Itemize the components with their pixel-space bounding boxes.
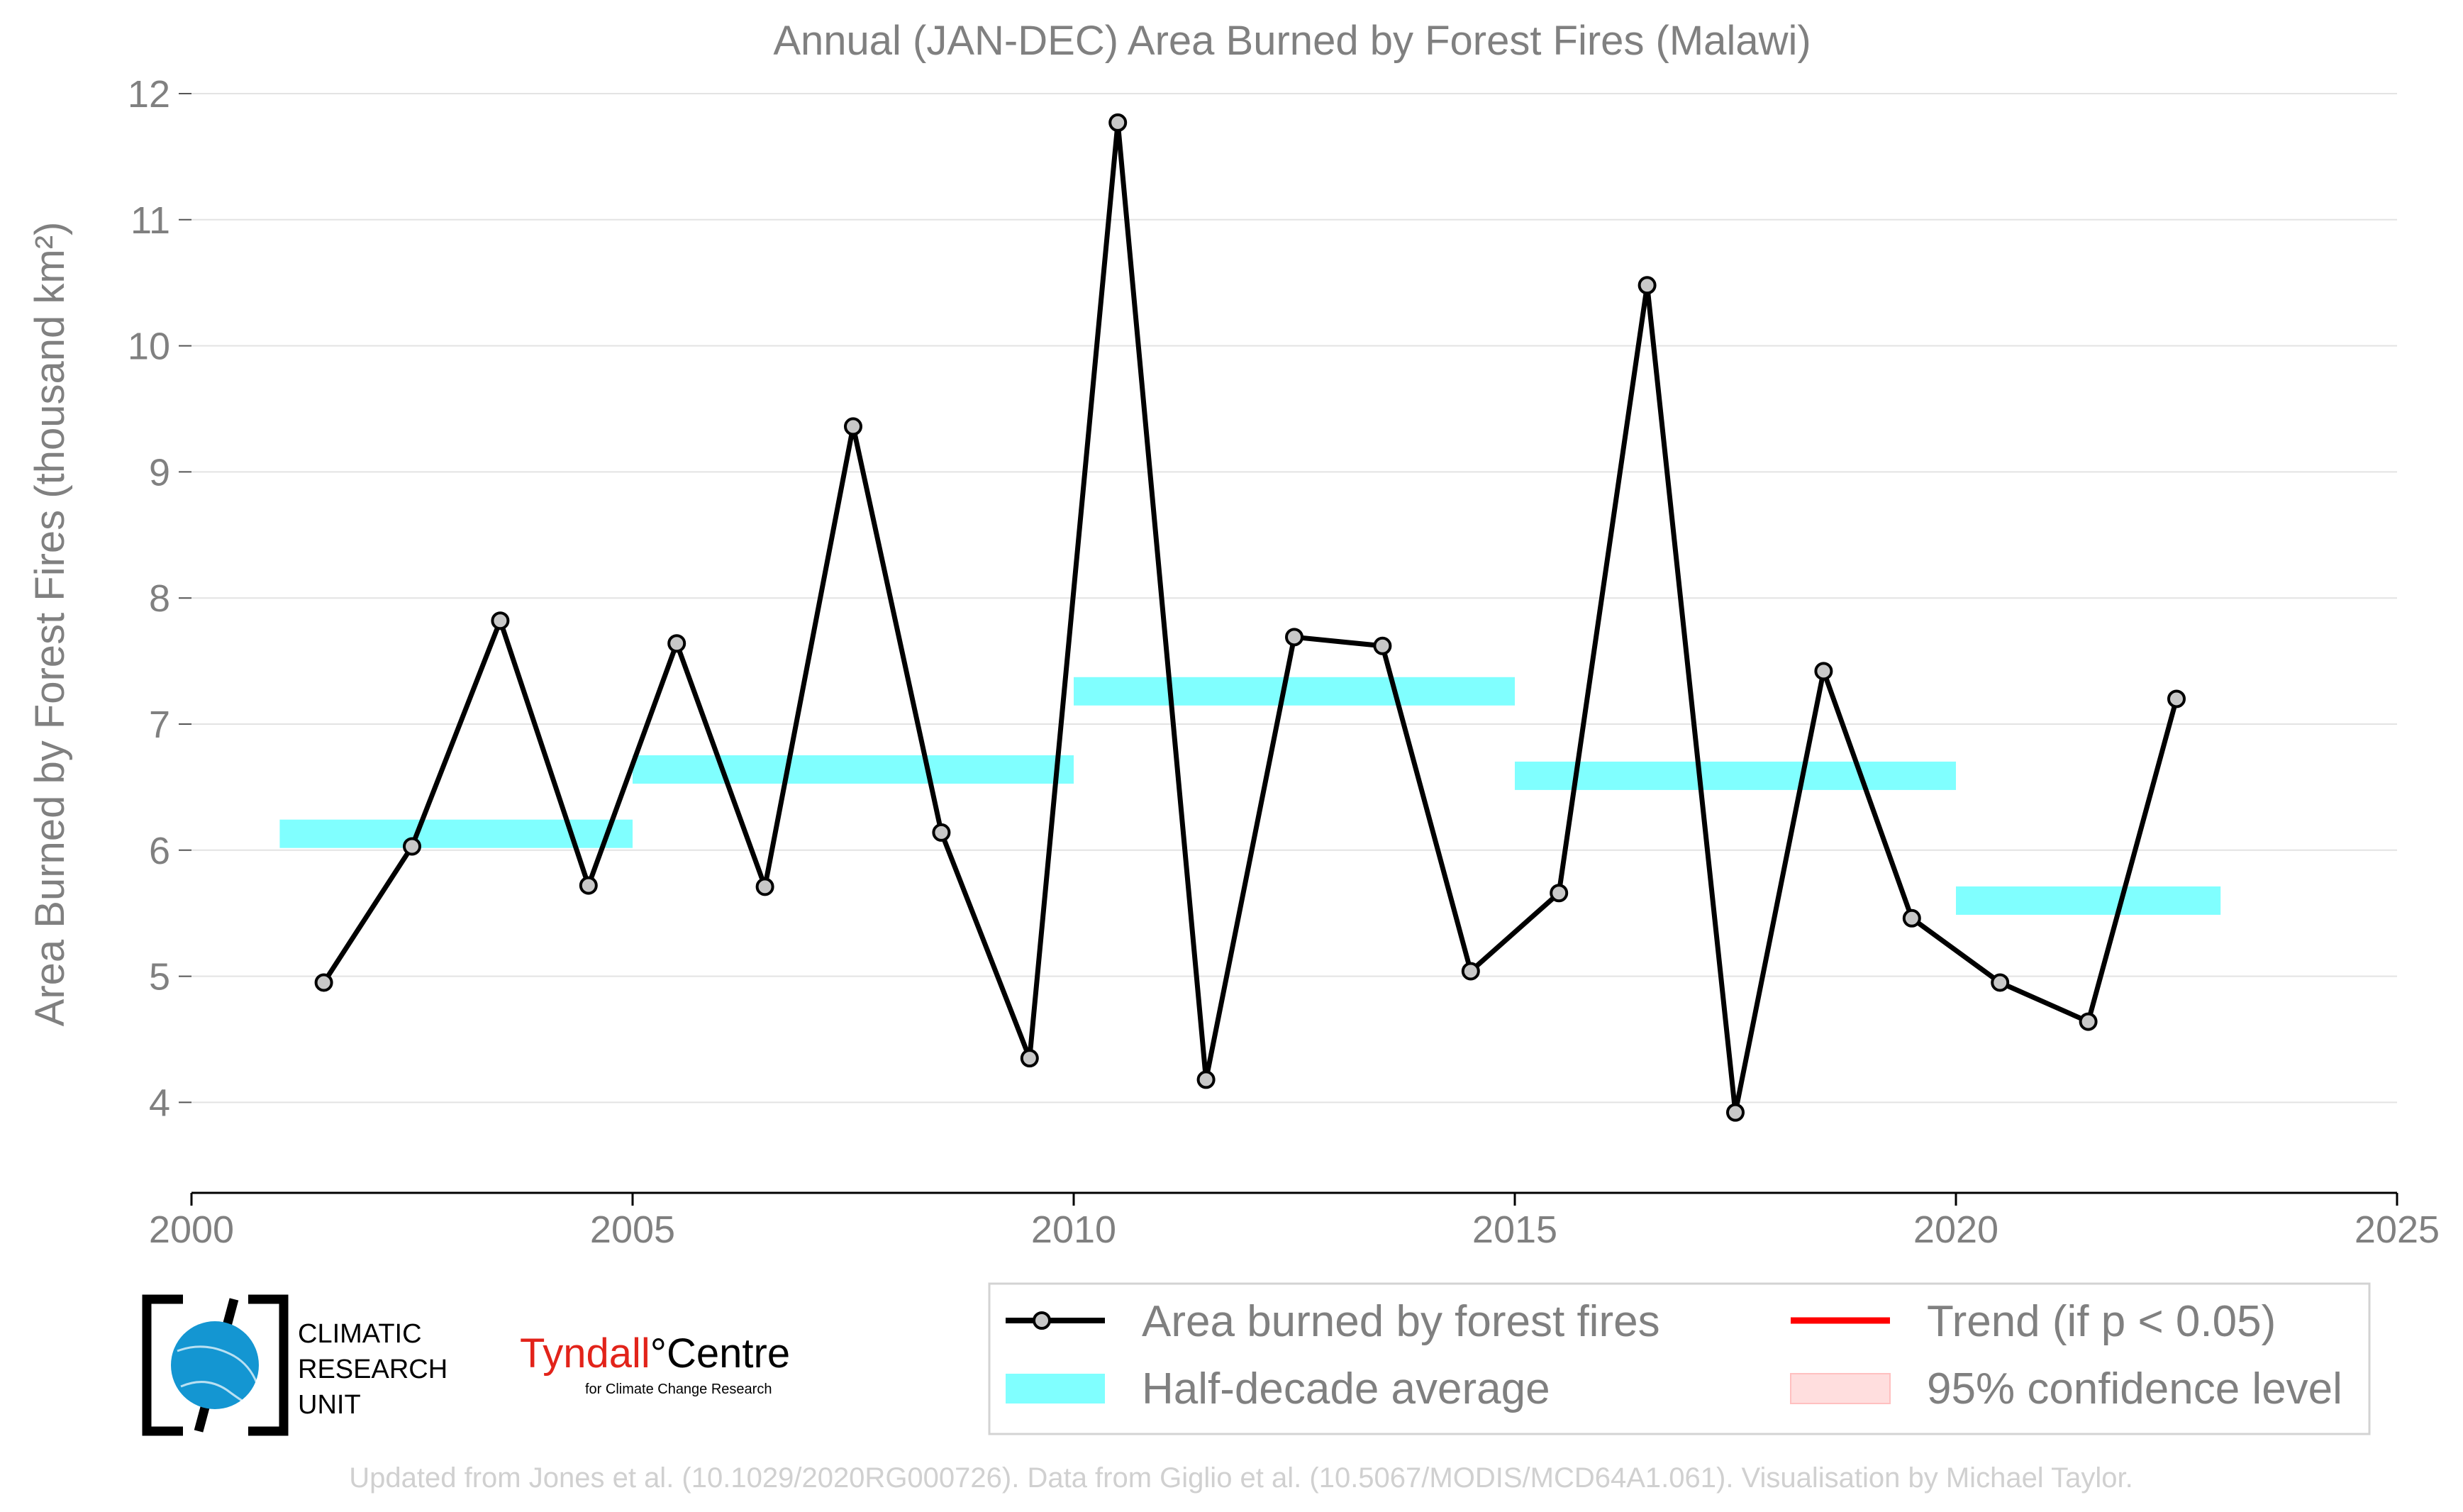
y-tick-label: 5 [149, 956, 170, 999]
tyndall-logo-subtitle: for Climate Change Research [585, 1382, 772, 1397]
legend-band-swatch [1006, 1374, 1105, 1403]
cru-logo: CLIMATIC RESEARCH UNIT [142, 1294, 447, 1436]
data-point [491, 611, 510, 630]
half-decade-bar [1956, 886, 2221, 915]
data-point [314, 973, 333, 992]
legend-frame [988, 1282, 2371, 1435]
y-tick-label: 12 [128, 73, 170, 116]
legend-label-trend: Trend (if p < 0.05) [1927, 1297, 2276, 1346]
source-note: Updated from Jones et al. (10.1029/2020R… [349, 1462, 2133, 1494]
data-point [2167, 689, 2186, 708]
data-point [1373, 636, 1392, 655]
legend-label-area-burned: Area burned by forest fires [1142, 1297, 1660, 1346]
data-point [844, 417, 862, 436]
x-tick-label: 2025 [2354, 1208, 2440, 1251]
legend: Area burned by forest fires Trend (if p … [988, 1282, 2371, 1435]
x-tick-label: 2020 [1913, 1208, 1998, 1251]
globe-icon [180, 1381, 249, 1406]
data-point [1020, 1049, 1039, 1068]
globe-icon [171, 1321, 259, 1409]
cru-logo-line: UNIT [298, 1390, 361, 1420]
cru-logo-bracket [248, 1294, 289, 1436]
data-point [1814, 662, 1833, 681]
data-point [1991, 973, 2010, 992]
tyndall-logo-wordmark: Tyndall°Centre [520, 1330, 790, 1377]
data-point [1108, 113, 1128, 132]
tyndall-logo-name: Tyndall [520, 1330, 650, 1377]
data-point [932, 823, 951, 842]
half-decade-bar [1074, 677, 1515, 706]
data-point [1638, 276, 1657, 295]
series-line [321, 120, 2179, 1116]
data-point [1902, 908, 1921, 928]
legend-confidence-swatch [1790, 1373, 1891, 1404]
data-point [1550, 884, 1569, 903]
legend-label-half-decade: Half-decade average [1142, 1364, 1550, 1413]
data-point [667, 634, 686, 653]
globe-icon [177, 1345, 258, 1384]
half-decade-bar [633, 755, 1074, 784]
legend-label-confidence: 95% confidence level [1927, 1364, 2342, 1413]
series-area-burned [314, 113, 2186, 1122]
y-tick-label: 8 [149, 577, 170, 620]
chart-title: Annual (JAN-DEC) Area Burned by Forest F… [773, 18, 1811, 64]
data-point [1196, 1070, 1216, 1089]
x-tick-label: 2000 [149, 1208, 234, 1251]
tyndall-logo: Tyndall°Centre for Climate Change Resear… [520, 1330, 790, 1397]
data-point [579, 876, 598, 895]
data-point [403, 837, 421, 856]
data-point [2079, 1012, 2098, 1031]
data-point [1461, 962, 1480, 981]
y-tick-label: 6 [149, 830, 170, 872]
x-tick-label: 2005 [590, 1208, 675, 1251]
y-tick-label: 9 [149, 451, 170, 494]
gridlines [191, 93, 2397, 1104]
half-decade-bar [279, 819, 633, 848]
half-decade-bar [1515, 761, 1956, 790]
tyndall-logo-degree: ° [650, 1330, 667, 1377]
half-decade-bands [279, 677, 2221, 915]
y-tick-label: 10 [128, 326, 170, 368]
cru-logo-line: RESEARCH [298, 1355, 447, 1384]
x-tick-label: 2010 [1031, 1208, 1116, 1251]
legend-marker-swatch [1033, 1311, 1051, 1330]
data-point [1285, 628, 1303, 647]
cru-logo-line: CLIMATIC [298, 1319, 422, 1349]
y-axis: 4 5 6 7 8 9 10 11 12 [128, 73, 191, 1124]
y-tick-label: 7 [149, 704, 170, 746]
cru-logo-bracket [142, 1294, 183, 1436]
y-tick-label: 4 [149, 1082, 170, 1124]
y-tick-label: 11 [130, 199, 170, 242]
data-point [1726, 1103, 1745, 1122]
y-axis-label: Area Burned by Forest Fires (thousand km… [27, 222, 73, 1027]
x-axis: 2000 2005 2010 2015 2020 2025 [149, 1191, 2440, 1251]
data-point [755, 877, 774, 896]
x-tick-label: 2015 [1472, 1208, 1557, 1251]
tyndall-logo-centre: Centre [667, 1330, 790, 1377]
